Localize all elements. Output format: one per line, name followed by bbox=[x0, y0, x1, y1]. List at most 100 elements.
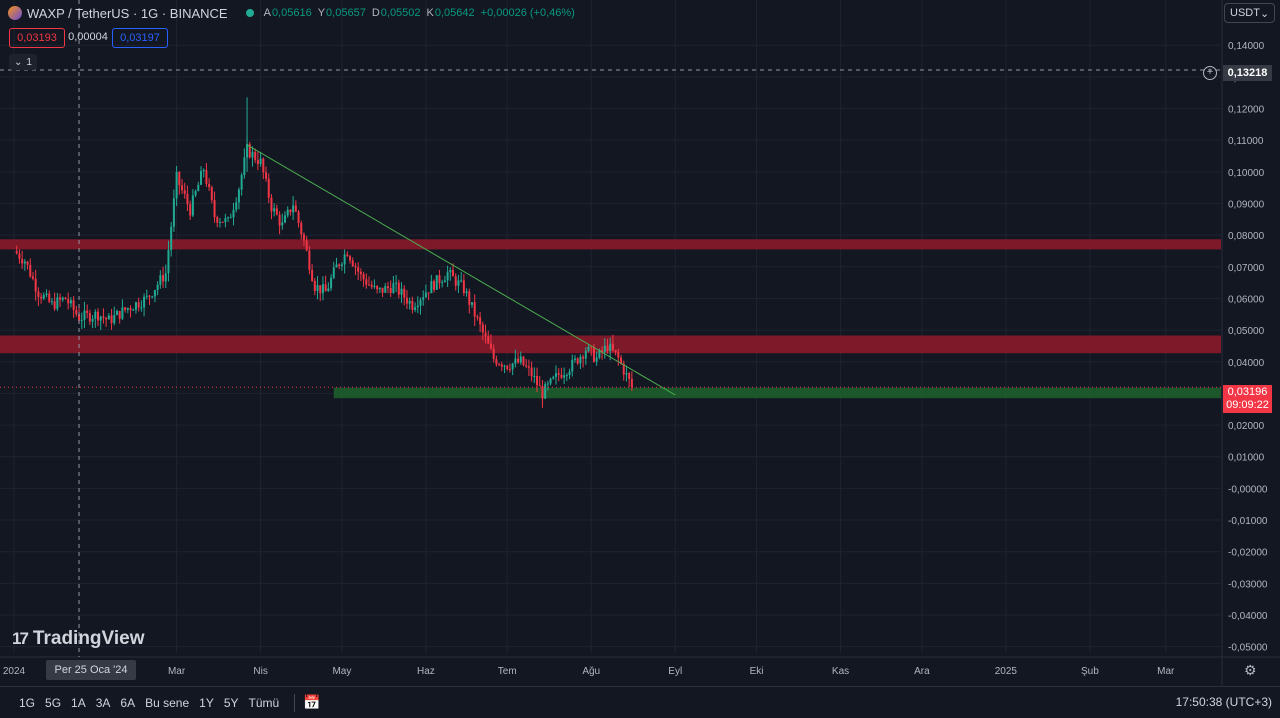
candle-body-101 bbox=[286, 209, 289, 216]
candle-body-103 bbox=[292, 205, 295, 213]
candle-body-22 bbox=[72, 300, 75, 310]
candle-body-221 bbox=[611, 343, 614, 351]
candle-body-82 bbox=[235, 202, 238, 210]
candle-body-60 bbox=[175, 171, 178, 199]
x-tick-label-9: Kas bbox=[832, 666, 849, 677]
candle-body-180 bbox=[500, 364, 503, 367]
range-button-6[interactable]: 1Y bbox=[199, 695, 214, 710]
candle-body-209 bbox=[579, 356, 582, 364]
candle-body-145 bbox=[405, 297, 408, 304]
candle-body-140 bbox=[392, 283, 395, 293]
y-tick-label-9: 0,05000 bbox=[1228, 326, 1265, 337]
candle-body-141 bbox=[395, 282, 398, 284]
symbol-title[interactable]: WAXP / TetherUS · 1G · BINANCE bbox=[27, 5, 228, 21]
candle-body-184 bbox=[511, 363, 514, 370]
candle-body-49 bbox=[145, 295, 148, 297]
candle-body-25 bbox=[80, 319, 83, 321]
y-tick-label-17: -0,03000 bbox=[1228, 579, 1268, 590]
candle-body-57 bbox=[167, 249, 170, 274]
candle-body-63 bbox=[183, 190, 186, 194]
candle-body-80 bbox=[229, 217, 232, 219]
indicator-toggle[interactable]: ⌄ 1 bbox=[9, 54, 37, 70]
candle-body-26 bbox=[83, 310, 86, 320]
candle-body-6 bbox=[29, 264, 32, 277]
candle-body-23 bbox=[75, 309, 78, 315]
resistance-zone-0 bbox=[0, 239, 1221, 250]
candle-body-64 bbox=[186, 193, 189, 205]
candle-body-163 bbox=[454, 276, 457, 286]
y-tick-label-12: 0,02000 bbox=[1228, 421, 1265, 432]
candle-body-134 bbox=[376, 285, 379, 290]
y-tick-label-8: 0,06000 bbox=[1228, 294, 1265, 305]
candle-body-166 bbox=[462, 280, 465, 294]
candle-body-228 bbox=[630, 378, 633, 388]
candle-body-169 bbox=[470, 302, 473, 305]
date-range-icon[interactable]: 📅 bbox=[303, 694, 321, 710]
candle-body-176 bbox=[489, 343, 492, 349]
candle-body-224 bbox=[620, 357, 623, 364]
tradingview-logo[interactable]: 17 TradingView bbox=[12, 628, 145, 650]
candle-body-225 bbox=[622, 363, 625, 375]
candle-body-31 bbox=[97, 311, 100, 321]
candle-body-147 bbox=[411, 300, 414, 310]
candle-body-213 bbox=[590, 346, 593, 348]
range-button-8[interactable]: Tümü bbox=[248, 695, 280, 710]
candle-body-132 bbox=[370, 284, 373, 287]
candle-body-208 bbox=[576, 358, 579, 364]
candle-body-74 bbox=[213, 200, 216, 218]
range-button-0[interactable]: 1G bbox=[19, 695, 36, 710]
candle-body-119 bbox=[335, 264, 338, 268]
x-tick-label-6: Ağu bbox=[582, 666, 600, 677]
candle-body-113 bbox=[319, 285, 322, 294]
candle-body-164 bbox=[457, 280, 460, 286]
x-tick-label-1: Mar bbox=[168, 666, 186, 677]
candle-body-128 bbox=[359, 271, 362, 275]
candle-body-104 bbox=[294, 205, 297, 212]
gear-icon[interactable]: ⚙ bbox=[1244, 662, 1257, 678]
candle-body-102 bbox=[289, 209, 292, 213]
candle-body-29 bbox=[91, 318, 94, 322]
candle-body-62 bbox=[181, 185, 184, 191]
price-chart[interactable]: 0,140000,130000,120000,110000,100000,090… bbox=[0, 0, 1280, 686]
candle-body-4 bbox=[23, 261, 26, 264]
range-button-7[interactable]: 5Y bbox=[223, 695, 239, 710]
candle-body-204 bbox=[565, 375, 568, 377]
candle-body-27 bbox=[86, 310, 89, 313]
candle-body-116 bbox=[327, 288, 330, 292]
range-button-3[interactable]: 3A bbox=[95, 695, 111, 710]
candle-body-3 bbox=[21, 258, 24, 264]
currency-select[interactable]: USDT ⌄ bbox=[1224, 3, 1275, 23]
candle-body-73 bbox=[210, 187, 213, 201]
add-alert-icon[interactable]: + bbox=[1203, 66, 1217, 80]
crosshair-price-label: 0,13218 bbox=[1223, 65, 1272, 81]
y-tick-label-18: -0,04000 bbox=[1228, 611, 1268, 622]
candle-body-30 bbox=[94, 311, 97, 319]
candle-body-177 bbox=[492, 348, 495, 359]
candle-body-112 bbox=[316, 285, 319, 291]
candle-body-42 bbox=[126, 308, 129, 310]
candle-body-83 bbox=[237, 189, 240, 203]
candle-body-107 bbox=[302, 234, 305, 241]
candle-body-33 bbox=[102, 316, 105, 318]
candle-body-207 bbox=[573, 358, 576, 360]
candle-body-9 bbox=[37, 291, 40, 297]
candle-body-218 bbox=[603, 345, 606, 353]
candle-body-212 bbox=[587, 346, 590, 351]
candle-body-111 bbox=[313, 280, 316, 291]
candle-body-191 bbox=[530, 367, 533, 377]
buy-button[interactable]: 0,03197 bbox=[112, 28, 168, 48]
ohlc-close: K0,05642 bbox=[426, 7, 475, 19]
candle-body-70 bbox=[202, 170, 205, 172]
candle-body-120 bbox=[338, 264, 341, 267]
range-button-2[interactable]: 1A bbox=[71, 695, 86, 710]
candle-body-96 bbox=[273, 208, 276, 212]
candle-body-197 bbox=[546, 383, 549, 385]
range-button-4[interactable]: 6A bbox=[120, 695, 136, 710]
candle-body-13 bbox=[48, 293, 51, 302]
sell-button[interactable]: 0,03193 bbox=[9, 28, 65, 48]
range-button-1[interactable]: 5G bbox=[45, 695, 62, 710]
range-button-5[interactable]: Bu sene bbox=[145, 695, 190, 710]
candle-body-150 bbox=[419, 299, 422, 306]
candle-body-46 bbox=[137, 302, 140, 308]
clock[interactable]: 17:50:38 (UTC+3) bbox=[1175, 695, 1272, 709]
